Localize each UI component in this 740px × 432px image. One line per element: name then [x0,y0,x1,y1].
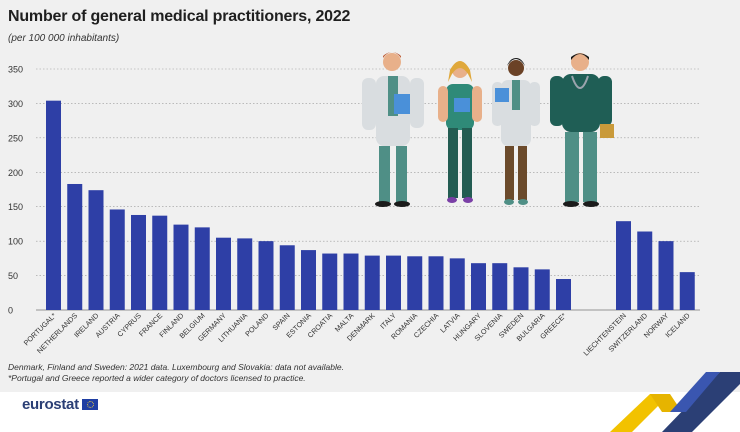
bar [46,100,61,310]
bar [364,255,380,310]
y-tick-label: 50 [8,271,18,281]
bar [449,258,465,310]
bar [237,238,253,310]
bar [534,269,550,310]
bar [471,263,486,310]
y-tick-label: 250 [8,133,23,143]
chart-subtitle: (per 100 000 inhabitants) [8,33,120,44]
y-tick-label: 300 [8,99,23,109]
bar [301,250,316,310]
doctor-figure-2 [438,61,482,203]
bar [88,190,104,310]
bar [556,279,571,310]
y-tick-label: 150 [8,202,23,212]
bar [428,256,444,310]
note-line-2: *Portugal and Greece reported a wider ca… [8,373,306,383]
chart-notes: Denmark, Finland and Sweden: 2021 data. … [8,362,344,384]
decorative-stripes [610,372,740,432]
eu-flag-icon [81,399,98,410]
y-tick-label: 350 [8,65,23,75]
doctors-illustration [362,52,614,207]
bar [194,227,210,310]
bar [343,253,359,310]
eurostat-logo: eurostat [22,396,98,413]
bar [67,183,83,310]
doctor-figure-1 [362,52,424,207]
bar [616,221,631,310]
logo-text: eurostat [22,396,79,413]
y-tick-label: 0 [8,306,13,316]
y-tick-label: 200 [8,168,23,178]
bar [492,263,508,310]
bar [109,209,125,310]
bar [173,224,189,310]
bar [407,256,423,310]
y-tick-label: 100 [8,237,23,247]
bar [513,267,529,310]
bar [279,245,295,310]
bar [658,241,674,310]
doctor-figure-3 [492,58,540,205]
doctor-figure-4 [550,53,614,207]
chart-title: Number of general medical practitioners,… [8,8,351,25]
x-tick-label: POLAND [243,311,270,338]
bar [386,255,401,310]
bar [152,215,168,310]
bar [131,214,146,310]
bar [637,231,653,310]
bar [322,253,338,310]
bar [258,241,274,310]
note-line-1: Denmark, Finland and Sweden: 2021 data. … [8,362,344,372]
bar [679,272,695,310]
bar [216,237,231,310]
chart-panel: Number of general medical practitioners,… [0,0,740,392]
